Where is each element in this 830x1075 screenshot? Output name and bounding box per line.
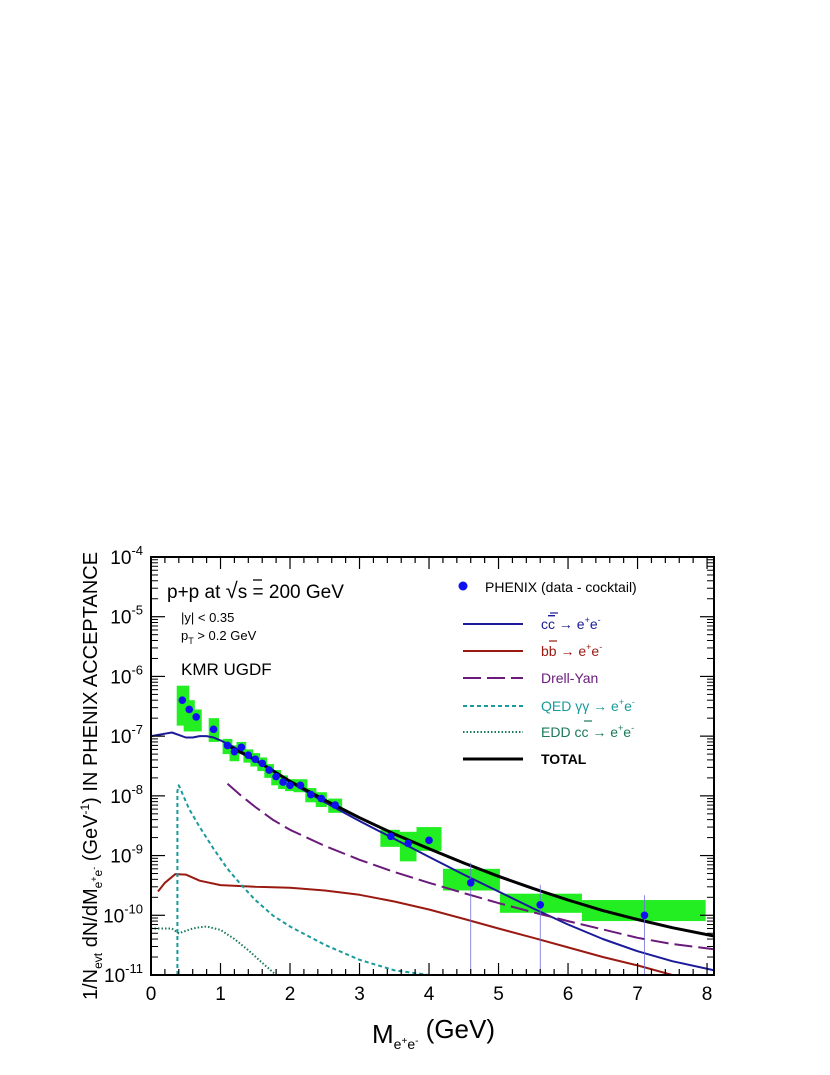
data-point [307,790,315,799]
legend: PHENIX (data - cocktail) cc → e+e- bb → … [458,579,637,767]
legend-label-qed: QED γγ → e+e- [541,697,635,714]
model-label: KMR UGDF [181,660,272,679]
series-line [151,925,277,975]
data-point [404,839,412,848]
cut-y-label: |y| < 0.35 [181,610,234,625]
y-tick-label: 10-6 [110,662,143,688]
legend-label-phenix: PHENIX (data - cocktail) [485,579,637,595]
data-point [223,741,232,750]
data-point [296,781,305,790]
data-point [244,751,253,759]
systematic-error-boxes [176,685,706,922]
legend-marker-phenix [458,581,468,591]
x-axis-title: Me+e- (GeV) [372,1014,495,1052]
cut-pt-label: pT > 0.2 GeV [181,628,257,646]
data-point [425,836,433,845]
x-tick-label: 3 [354,984,365,1005]
data-point [237,743,246,752]
series-line [157,873,673,975]
x-tick-label: 6 [563,984,574,1005]
data-point [272,772,280,781]
x-tick-label: 5 [493,984,504,1005]
data-point [466,878,475,887]
data-point [536,900,545,909]
data-points [178,696,649,975]
data-point [279,778,287,786]
legend-label-edd: EDD cc → e+e- [541,723,634,740]
data-point [640,911,649,920]
y-tick-label: 10-8 [110,782,143,808]
model-curves [151,731,714,975]
data-point [258,759,267,768]
series-line [176,784,450,975]
data-point [265,766,273,774]
x-tick-label: 4 [424,984,435,1005]
system-label: p+p at √s = 200 GeV [167,578,344,603]
data-point [230,747,239,756]
legend-label-total: TOTAL [541,751,587,767]
data-point [192,713,200,721]
y-tick-label: 10-5 [110,603,143,629]
sys-box [581,900,706,922]
x-tick-label: 1 [215,984,226,1005]
data-point [185,705,194,714]
y-axis-title: 1/Nevt dN/dMe+e- (GeV-1) IN PHENIX ACCEP… [78,552,105,1000]
x-tick-label: 2 [285,984,296,1005]
sys-box [183,700,195,732]
x-tick-label: 0 [146,984,157,1005]
data-point [386,832,395,841]
x-tick-label: 8 [702,984,713,1005]
legend-label-ccbar: cc → e+e- [541,615,601,632]
plot-frame [150,556,715,976]
y-axis-ticks: 10-11 10-10 10-9 10-8 10-7 10-6 10-5 10-4 [103,543,714,987]
data-point [286,781,294,790]
data-point [331,801,339,809]
data-point [317,794,326,803]
data-point [178,696,187,704]
y-tick-label: 10-11 [104,961,143,987]
y-tick-label: 10-7 [110,722,143,748]
y-tick-label: 10-9 [110,842,143,868]
legend-label-drellyan: Drell-Yan [541,670,598,686]
x-axis-ticks: 0 1 2 3 4 5 6 7 8 [146,557,713,1005]
x-tick-label: 7 [632,984,643,1005]
y-tick-label: 10-4 [110,543,143,569]
legend-label-bbbar: bb → e+e- [541,642,602,659]
series-line [226,782,714,951]
data-point [209,725,218,734]
y-tick-label: 10-10 [103,901,143,927]
data-point [251,755,260,764]
